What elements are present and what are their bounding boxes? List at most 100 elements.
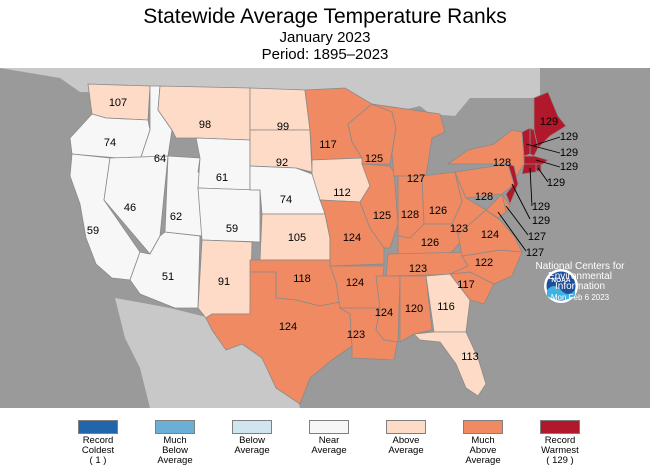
legend-item: Below Average bbox=[214, 420, 290, 456]
state-pa bbox=[454, 163, 515, 199]
legend-label: Above bbox=[392, 435, 420, 446]
map-title: Statewide Average Temperature Ranks bbox=[143, 5, 507, 28]
legend-item: Near Average bbox=[291, 420, 367, 456]
rank-label-mi: 127 bbox=[407, 173, 425, 185]
noaa-logo-text: NOAA bbox=[551, 277, 570, 284]
state-nj bbox=[505, 163, 519, 206]
legend-label: Below bbox=[162, 445, 188, 456]
rank-label-nv: 46 bbox=[124, 202, 136, 214]
state-vt bbox=[521, 127, 531, 157]
legend-swatch bbox=[463, 420, 503, 434]
agency-logo: NOAA bbox=[544, 269, 578, 303]
legend-swatch bbox=[309, 420, 349, 434]
legend-label: Coldest bbox=[81, 445, 115, 456]
state-md bbox=[485, 193, 507, 219]
legend-item: Record Coldest( 1 ) bbox=[60, 420, 136, 466]
rank-label-sc: 117 bbox=[457, 279, 475, 291]
leader-line-vt bbox=[525, 143, 561, 154]
rank-label-wa: 107 bbox=[109, 97, 127, 109]
map-period: Period: 1895–2023 bbox=[261, 46, 389, 63]
rank-label-in: 128 bbox=[401, 209, 419, 221]
rank-label-tx: 124 bbox=[279, 321, 297, 333]
rank-label-oh: 126 bbox=[429, 205, 447, 217]
rank-label-ar: 124 bbox=[346, 277, 364, 289]
rank-label-tn: 123 bbox=[409, 263, 427, 275]
rank-label-ks: 105 bbox=[288, 232, 306, 244]
leader-line-nh bbox=[531, 136, 561, 147]
state-al bbox=[399, 275, 433, 343]
rank-label-wy: 61 bbox=[216, 172, 228, 184]
legend-label: Record bbox=[544, 435, 576, 446]
rank-label-ut: 62 bbox=[170, 211, 182, 223]
legend-label: ( 129 ) bbox=[546, 455, 574, 466]
state-az bbox=[129, 231, 201, 309]
legend-label: Below bbox=[239, 435, 265, 446]
rank-label-pa: 128 bbox=[475, 191, 493, 203]
rank-label-me: 129 bbox=[540, 116, 558, 128]
agency-line-3: Information bbox=[554, 281, 606, 292]
map-titles: Statewide Average Temperature Ranks Janu… bbox=[0, 4, 650, 63]
rank-label-co: 59 bbox=[226, 223, 238, 235]
legend-label: Much bbox=[163, 435, 187, 446]
leader-line-ri bbox=[537, 167, 549, 183]
rank-label-ok: 118 bbox=[293, 273, 311, 285]
legend-label: Record bbox=[82, 435, 114, 446]
legend: Record Coldest( 1 ) Much Below Average Below A… bbox=[60, 420, 600, 475]
legend-label: Warmest bbox=[541, 445, 579, 456]
rank-label-wi: 125 bbox=[365, 153, 383, 165]
state-fl bbox=[413, 331, 487, 397]
rank-label-al: 120 bbox=[405, 303, 423, 315]
state-ga bbox=[425, 273, 471, 333]
legend-label: Average bbox=[465, 455, 501, 466]
agency-date: Mon Feb 6 2023 bbox=[550, 293, 610, 302]
rank-label-il: 125 bbox=[373, 210, 391, 222]
legend-label: Above bbox=[469, 445, 497, 456]
rank-label-md: 127 bbox=[526, 247, 544, 259]
leader-line-md bbox=[497, 211, 527, 252]
rank-label-vt: 129 bbox=[560, 147, 578, 159]
legend-item: Much Above Average bbox=[445, 420, 521, 466]
state-tx bbox=[205, 271, 353, 405]
leader-line-ma bbox=[535, 159, 561, 168]
legend-label: Near bbox=[318, 435, 340, 446]
legend-item: Above Average bbox=[368, 420, 444, 456]
legend-swatch bbox=[540, 420, 580, 434]
legend-label: Much bbox=[471, 435, 495, 446]
agency-line-2: Environmental bbox=[548, 271, 612, 282]
legend-item: Record Warmest( 129 ) bbox=[522, 420, 598, 466]
rank-label-va: 124 bbox=[481, 229, 499, 241]
legend-label: Average bbox=[388, 445, 424, 456]
legend-label: ( 1 ) bbox=[89, 455, 107, 466]
rank-label-ga: 116 bbox=[437, 301, 455, 313]
leader-line-de bbox=[505, 205, 529, 236]
rank-label-ky: 126 bbox=[421, 237, 439, 249]
legend-swatch bbox=[232, 420, 272, 434]
state-sd bbox=[249, 129, 313, 173]
rank-label-ms: 124 bbox=[375, 307, 393, 319]
rank-label-mt: 98 bbox=[199, 119, 211, 131]
mexico-land bbox=[115, 298, 300, 408]
agency-line-1: National Centers for bbox=[535, 261, 625, 272]
rank-label-or: 74 bbox=[104, 137, 116, 149]
legend-label: Average bbox=[157, 455, 193, 466]
state-co bbox=[197, 187, 261, 243]
rank-label-sd: 92 bbox=[276, 157, 288, 169]
rank-label-fl: 113 bbox=[461, 351, 479, 363]
rank-label-nm: 91 bbox=[218, 276, 230, 288]
rank-label-nc: 122 bbox=[475, 257, 493, 269]
rank-label-ca: 59 bbox=[87, 225, 99, 237]
state-il bbox=[359, 163, 399, 249]
rank-labels-layer: 107 74 59 64 46 51 62 98 61 59 91 99 92 74 105 118 124 11… bbox=[87, 97, 578, 363]
legend-label: Average bbox=[311, 445, 347, 456]
rank-label-wv: 123 bbox=[450, 223, 468, 235]
leader-line-ct bbox=[529, 167, 533, 207]
rank-label-ny: 128 bbox=[493, 157, 511, 169]
legend-swatch bbox=[386, 420, 426, 434]
us-temperature-rank-map: 107 74 59 64 46 51 62 98 61 59 91 99 92 74 105 118 124 11… bbox=[0, 68, 650, 408]
rank-label-id: 64 bbox=[154, 153, 166, 165]
rank-label-de: 127 bbox=[528, 231, 546, 243]
state-ct bbox=[521, 163, 537, 175]
rank-label-nd: 99 bbox=[277, 121, 289, 133]
state-ri bbox=[535, 163, 542, 172]
legend-swatch bbox=[78, 420, 118, 434]
